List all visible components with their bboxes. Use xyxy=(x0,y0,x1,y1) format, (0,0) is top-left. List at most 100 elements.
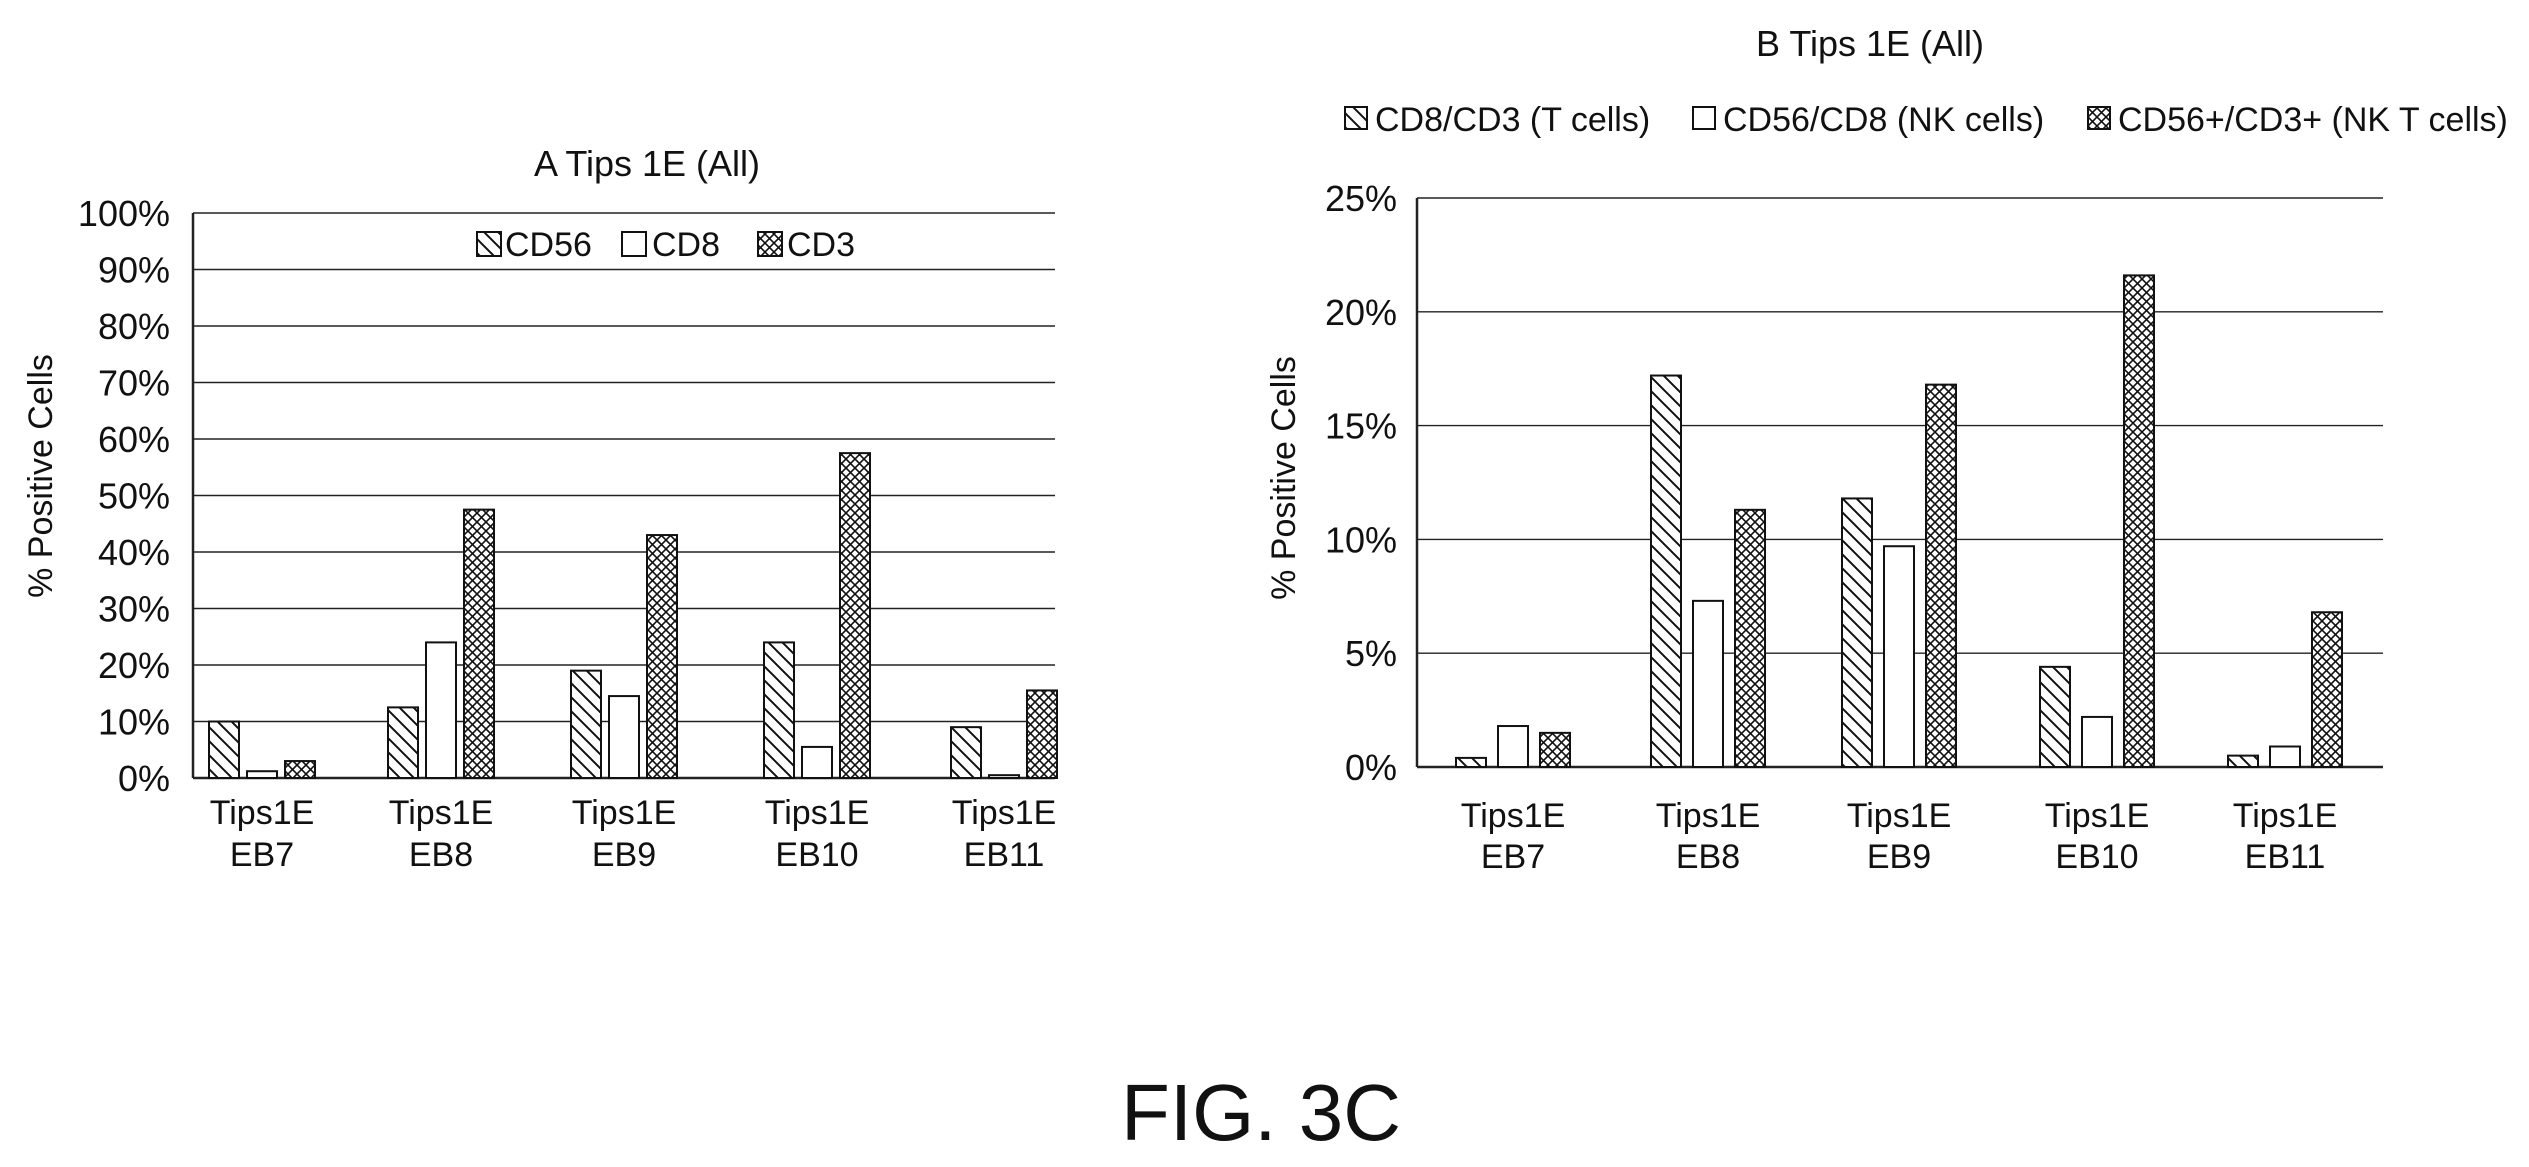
chart-b-legend-swatch-t-cells xyxy=(1344,106,1368,130)
chart-a-x-tick-label: EB8 xyxy=(409,836,473,874)
chart-b-legend: CD8/CD3 (T cells) CD56/CD8 (NK cells) CD… xyxy=(1344,101,2508,139)
figure-caption: FIG. 3C xyxy=(1121,1068,1401,1157)
chart-b-y-tick-labels: 0% 5% 10% 15% 20% 25% xyxy=(1325,178,1397,788)
chart-a-bar xyxy=(608,695,640,780)
chart-b-legend-label-nk-t-cells: CD56+/CD3+ (NK T cells) xyxy=(2118,101,2508,139)
chart-b-x-tick-label: Tips1E xyxy=(1656,797,1761,835)
chart-a-y-axis-label: % Positive Cells xyxy=(22,354,60,598)
chart-b-y-tick-label: 20% xyxy=(1325,292,1397,333)
chart-a-bar xyxy=(570,669,602,780)
chart-a-bar xyxy=(763,641,795,780)
chart-a-x-tick-label: EB11 xyxy=(964,836,1045,874)
chart-a-legend-swatch-cd8 xyxy=(621,231,647,257)
chart-b-bar xyxy=(2081,715,2113,768)
chart-b-bars xyxy=(1455,274,2343,769)
chart-b-legend-label-nk-cells: CD56/CD8 (NK cells) xyxy=(1723,101,2044,139)
chart-b-bar xyxy=(1734,508,1766,768)
chart-a-x-tick-label: Tips1E xyxy=(765,794,870,832)
chart-b-legend-label-t-cells: CD8/CD3 (T cells) xyxy=(1375,101,1650,139)
chart-b-x-tick-label: EB10 xyxy=(2055,838,2138,876)
chart-a-legend-label-cd8: CD8 xyxy=(652,226,720,264)
chart-a-x-tick-label: EB9 xyxy=(592,836,656,874)
chart-b-x-tick-label: EB11 xyxy=(2245,838,2326,876)
chart-a-bar xyxy=(425,641,457,780)
chart-a-bar xyxy=(950,726,982,780)
chart-a-legend-swatch-cd3 xyxy=(757,231,783,257)
chart-a-bar xyxy=(801,745,833,779)
chart-b-legend-item-nk-cells: CD56/CD8 (NK cells) xyxy=(1692,101,2044,139)
chart-a-bar xyxy=(988,774,1020,779)
chart-b: B Tips 1E (All) % Positive Cells 0% 5% 10%… xyxy=(1265,23,2508,876)
chart-b-legend-item-nk-t-cells: CD56+/CD3+ (NK T cells) xyxy=(2087,101,2508,139)
chart-a-x-tick-labels: Tips1E EB7 Tips1E EB8 Tips1E EB9 Tips1E EB10 Tip… xyxy=(210,794,1057,874)
chart-a-legend-item-cd8: CD8 xyxy=(621,226,720,264)
chart-b-x-tick-label: Tips1E xyxy=(2233,797,2338,835)
chart-a-bar xyxy=(387,706,419,779)
chart-b-bar xyxy=(2269,745,2301,768)
chart-a-y-tick-label: 30% xyxy=(98,589,170,630)
chart-a-x-tick-label: Tips1E xyxy=(210,794,315,832)
chart-b-bar xyxy=(2227,754,2259,768)
chart-a-bar xyxy=(284,760,316,779)
chart-b-x-tick-label: EB9 xyxy=(1867,838,1931,876)
chart-a-legend-item-cd3: CD3 xyxy=(757,226,855,264)
chart-a-y-tick-label: 20% xyxy=(98,645,170,686)
chart-b-x-tick-label: EB7 xyxy=(1481,838,1545,876)
chart-b-bar xyxy=(2123,274,2155,768)
chart-a-x-tick-label: Tips1E xyxy=(952,794,1057,832)
chart-a-y-tick-label: 90% xyxy=(98,250,170,291)
chart-a-legend: CD56 CD8 CD3 xyxy=(476,226,855,264)
chart-b-y-tick-label: 0% xyxy=(1345,747,1397,788)
chart-a-bars xyxy=(208,452,1058,780)
chart-b-y-tick-label: 5% xyxy=(1345,633,1397,674)
chart-a-bar xyxy=(246,770,278,779)
chart-a-legend-label-cd3: CD3 xyxy=(787,226,855,264)
chart-a-y-tick-label: 80% xyxy=(98,306,170,347)
chart-a-bar xyxy=(463,508,495,779)
chart-a-bar xyxy=(646,534,678,779)
chart-b-title: B Tips 1E (All) xyxy=(1756,23,1984,64)
chart-a-y-tick-label: 10% xyxy=(98,702,170,743)
chart-b-bar xyxy=(1650,374,1682,768)
chart-b-y-axis-label: % Positive Cells xyxy=(1265,356,1303,600)
chart-a-title: A Tips 1E (All) xyxy=(534,143,760,184)
chart-a-legend-item-cd56: CD56 xyxy=(476,226,592,264)
chart-a-bar xyxy=(208,720,240,779)
chart-a-legend-label-cd56: CD56 xyxy=(505,226,592,264)
chart-a-x-tick-label: EB7 xyxy=(230,836,294,874)
chart-a-legend-swatch-cd56 xyxy=(476,231,502,257)
chart-b-x-tick-label: EB8 xyxy=(1676,838,1740,876)
chart-b-bar xyxy=(1455,756,1487,768)
chart-b-x-tick-labels: Tips1EEB7Tips1EEB8Tips1EEB9Tips1EEB10Tip… xyxy=(1461,797,2338,876)
chart-b-bar xyxy=(1539,731,1571,768)
chart-b-bar xyxy=(1692,599,1724,768)
chart-a-x-tick-label: Tips1E xyxy=(389,794,494,832)
chart-a-y-tick-labels: 0% 10% 20% 30% 40% 50% 60% 70% 80% 90% 100% xyxy=(78,193,170,799)
chart-a-bar xyxy=(839,452,871,779)
chart-b-x-tick-label: Tips1E xyxy=(1847,797,1952,835)
chart-b-y-tick-label: 15% xyxy=(1325,406,1397,447)
chart-a-y-tick-label: 100% xyxy=(78,193,170,234)
chart-a-y-tick-label: 40% xyxy=(98,532,170,573)
chart-b-bar xyxy=(2039,665,2071,769)
chart-a-x-tick-label: Tips1E xyxy=(572,794,677,832)
chart-a-y-tick-label: 60% xyxy=(98,419,170,460)
chart-b-legend-swatch-nk-t-cells xyxy=(2087,106,2111,130)
chart-a-y-tick-label: 70% xyxy=(98,363,170,404)
chart-b-legend-swatch-nk-cells xyxy=(1692,106,1716,130)
chart-b-bar xyxy=(1497,725,1529,768)
chart-a: A Tips 1E (All) % Positive Cells 0% 10% 20… xyxy=(22,143,1058,874)
chart-b-bar xyxy=(1883,545,1915,769)
chart-b-bar xyxy=(1925,383,1957,768)
chart-a-bar xyxy=(1026,689,1058,779)
chart-b-x-tick-label: Tips1E xyxy=(2045,797,2150,835)
chart-b-legend-item-t-cells: CD8/CD3 (T cells) xyxy=(1344,101,1650,139)
chart-b-bar xyxy=(2311,611,2343,768)
chart-b-y-tick-label: 25% xyxy=(1325,178,1397,219)
chart-a-y-tick-label: 0% xyxy=(118,758,170,799)
chart-a-x-tick-label: EB10 xyxy=(775,836,858,874)
chart-a-y-tick-label: 50% xyxy=(98,476,170,517)
chart-b-x-tick-label: Tips1E xyxy=(1461,797,1566,835)
chart-b-y-tick-label: 10% xyxy=(1325,519,1397,560)
